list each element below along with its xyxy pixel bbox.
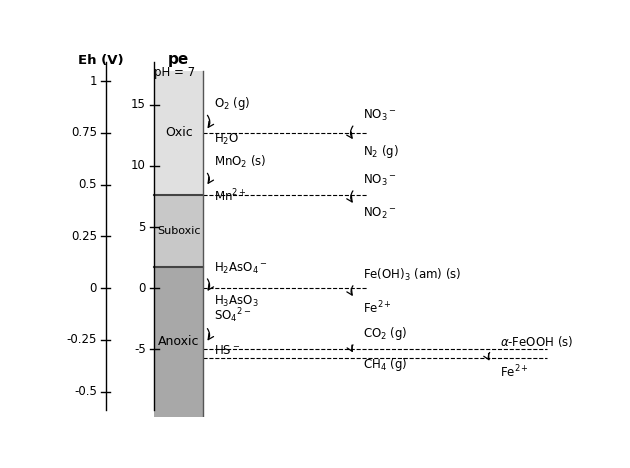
Text: 15: 15	[131, 98, 146, 111]
Text: 5: 5	[138, 220, 146, 234]
Text: -0.25: -0.25	[66, 333, 97, 346]
Text: NO$_2$$^-$: NO$_2$$^-$	[364, 206, 397, 221]
Text: H$_2$O: H$_2$O	[214, 132, 239, 147]
Text: NO$_3$$^-$: NO$_3$$^-$	[364, 108, 397, 123]
Text: CH$_4$ (g): CH$_4$ (g)	[364, 356, 408, 373]
Text: 0: 0	[89, 282, 97, 295]
Text: SO$_4$$^{2-}$: SO$_4$$^{2-}$	[214, 307, 251, 325]
Text: 0.25: 0.25	[71, 230, 97, 243]
Text: H$_2$AsO$_4$$^-$: H$_2$AsO$_4$$^-$	[214, 261, 267, 276]
Bar	[154, 71, 203, 195]
Text: 10: 10	[131, 160, 146, 172]
Bar	[154, 195, 203, 267]
Text: Anoxic: Anoxic	[158, 336, 200, 349]
Text: 0.75: 0.75	[71, 126, 97, 139]
Text: -0.5: -0.5	[74, 385, 97, 398]
Text: Eh (V): Eh (V)	[78, 53, 123, 66]
Text: HS$^-$: HS$^-$	[214, 344, 240, 357]
Text: 0.5: 0.5	[78, 178, 97, 191]
Text: MnO$_2$ (s): MnO$_2$ (s)	[214, 154, 266, 170]
Text: -5: -5	[134, 343, 146, 356]
Text: NO$_3$$^-$: NO$_3$$^-$	[364, 173, 397, 188]
Text: Suboxic: Suboxic	[157, 226, 200, 236]
Text: N$_2$ (g): N$_2$ (g)	[364, 143, 399, 160]
Text: pe: pe	[168, 51, 190, 66]
Text: Oxic: Oxic	[165, 126, 193, 139]
Text: 0: 0	[138, 282, 146, 295]
Text: CO$_2$ (g): CO$_2$ (g)	[364, 324, 408, 342]
Text: Fe$^{2+}$: Fe$^{2+}$	[364, 300, 392, 316]
Text: Fe(OH)$_3$ (am) (s): Fe(OH)$_3$ (am) (s)	[364, 266, 462, 283]
Text: H$_3$AsO$_3$: H$_3$AsO$_3$	[214, 294, 258, 309]
Text: 1: 1	[89, 74, 97, 88]
Bar	[154, 267, 203, 417]
Text: pH = 7: pH = 7	[154, 66, 195, 79]
Text: $\alpha$-FeOOH (s): $\alpha$-FeOOH (s)	[500, 334, 573, 349]
Text: O$_2$ (g): O$_2$ (g)	[214, 95, 250, 112]
Text: Fe$^{2+}$: Fe$^{2+}$	[500, 364, 529, 381]
Text: Mn$^{2+}$: Mn$^{2+}$	[214, 188, 246, 204]
